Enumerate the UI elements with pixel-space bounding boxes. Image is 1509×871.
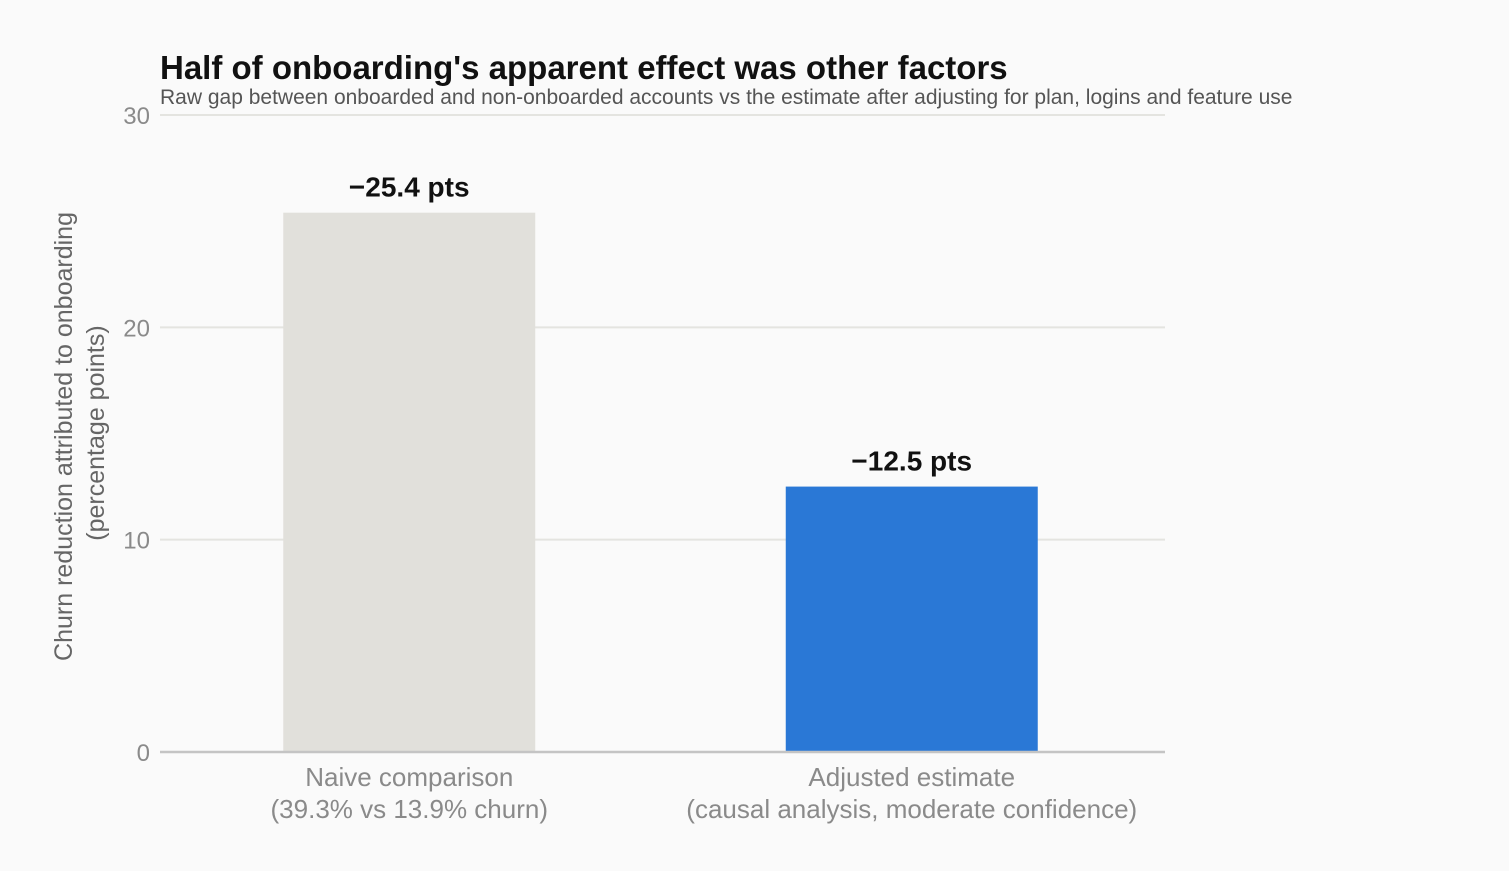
y-axis-ticks: 0 10 20 30 — [123, 103, 150, 767]
x-category-label-1-line-1: Naive comparison — [305, 762, 513, 792]
x-axis-categories: Naive comparison(39.3% vs 13.9% churn) Ad… — [271, 762, 1138, 824]
y-tick-label-30: 30 — [123, 103, 150, 130]
y-axis-label-line-1: Churn reduction attributed to onboarding — [50, 212, 78, 661]
bar-2 — [785, 486, 1038, 752]
bar-1 — [283, 212, 536, 752]
data-label-1: −25.4 pts — [349, 172, 470, 203]
y-axis-label: Churn reduction attributed to onboarding… — [50, 205, 110, 661]
y-tick-label-20: 20 — [123, 315, 150, 342]
chart-subtitle: Raw gap between onboarded and non-onboar… — [160, 86, 1292, 109]
bars — [283, 212, 1038, 752]
y-tick-label-10: 10 — [123, 528, 150, 555]
x-category-label-1-line-2: (39.3% vs 13.9% churn) — [271, 794, 548, 824]
x-category-label-2-line-1: Adjusted estimate — [808, 762, 1015, 792]
data-label-2: −12.5 pts — [851, 446, 972, 477]
y-tick-label-0: 0 — [137, 740, 150, 767]
data-labels: −25.4 pts −12.5 pts — [349, 172, 972, 477]
chart-title: Half of onboarding's apparent effect was… — [160, 49, 1008, 86]
x-category-label-2-line-2: (causal analysis, moderate confidence) — [686, 794, 1137, 824]
y-axis-label-line-2: (percentage points) — [82, 325, 110, 540]
